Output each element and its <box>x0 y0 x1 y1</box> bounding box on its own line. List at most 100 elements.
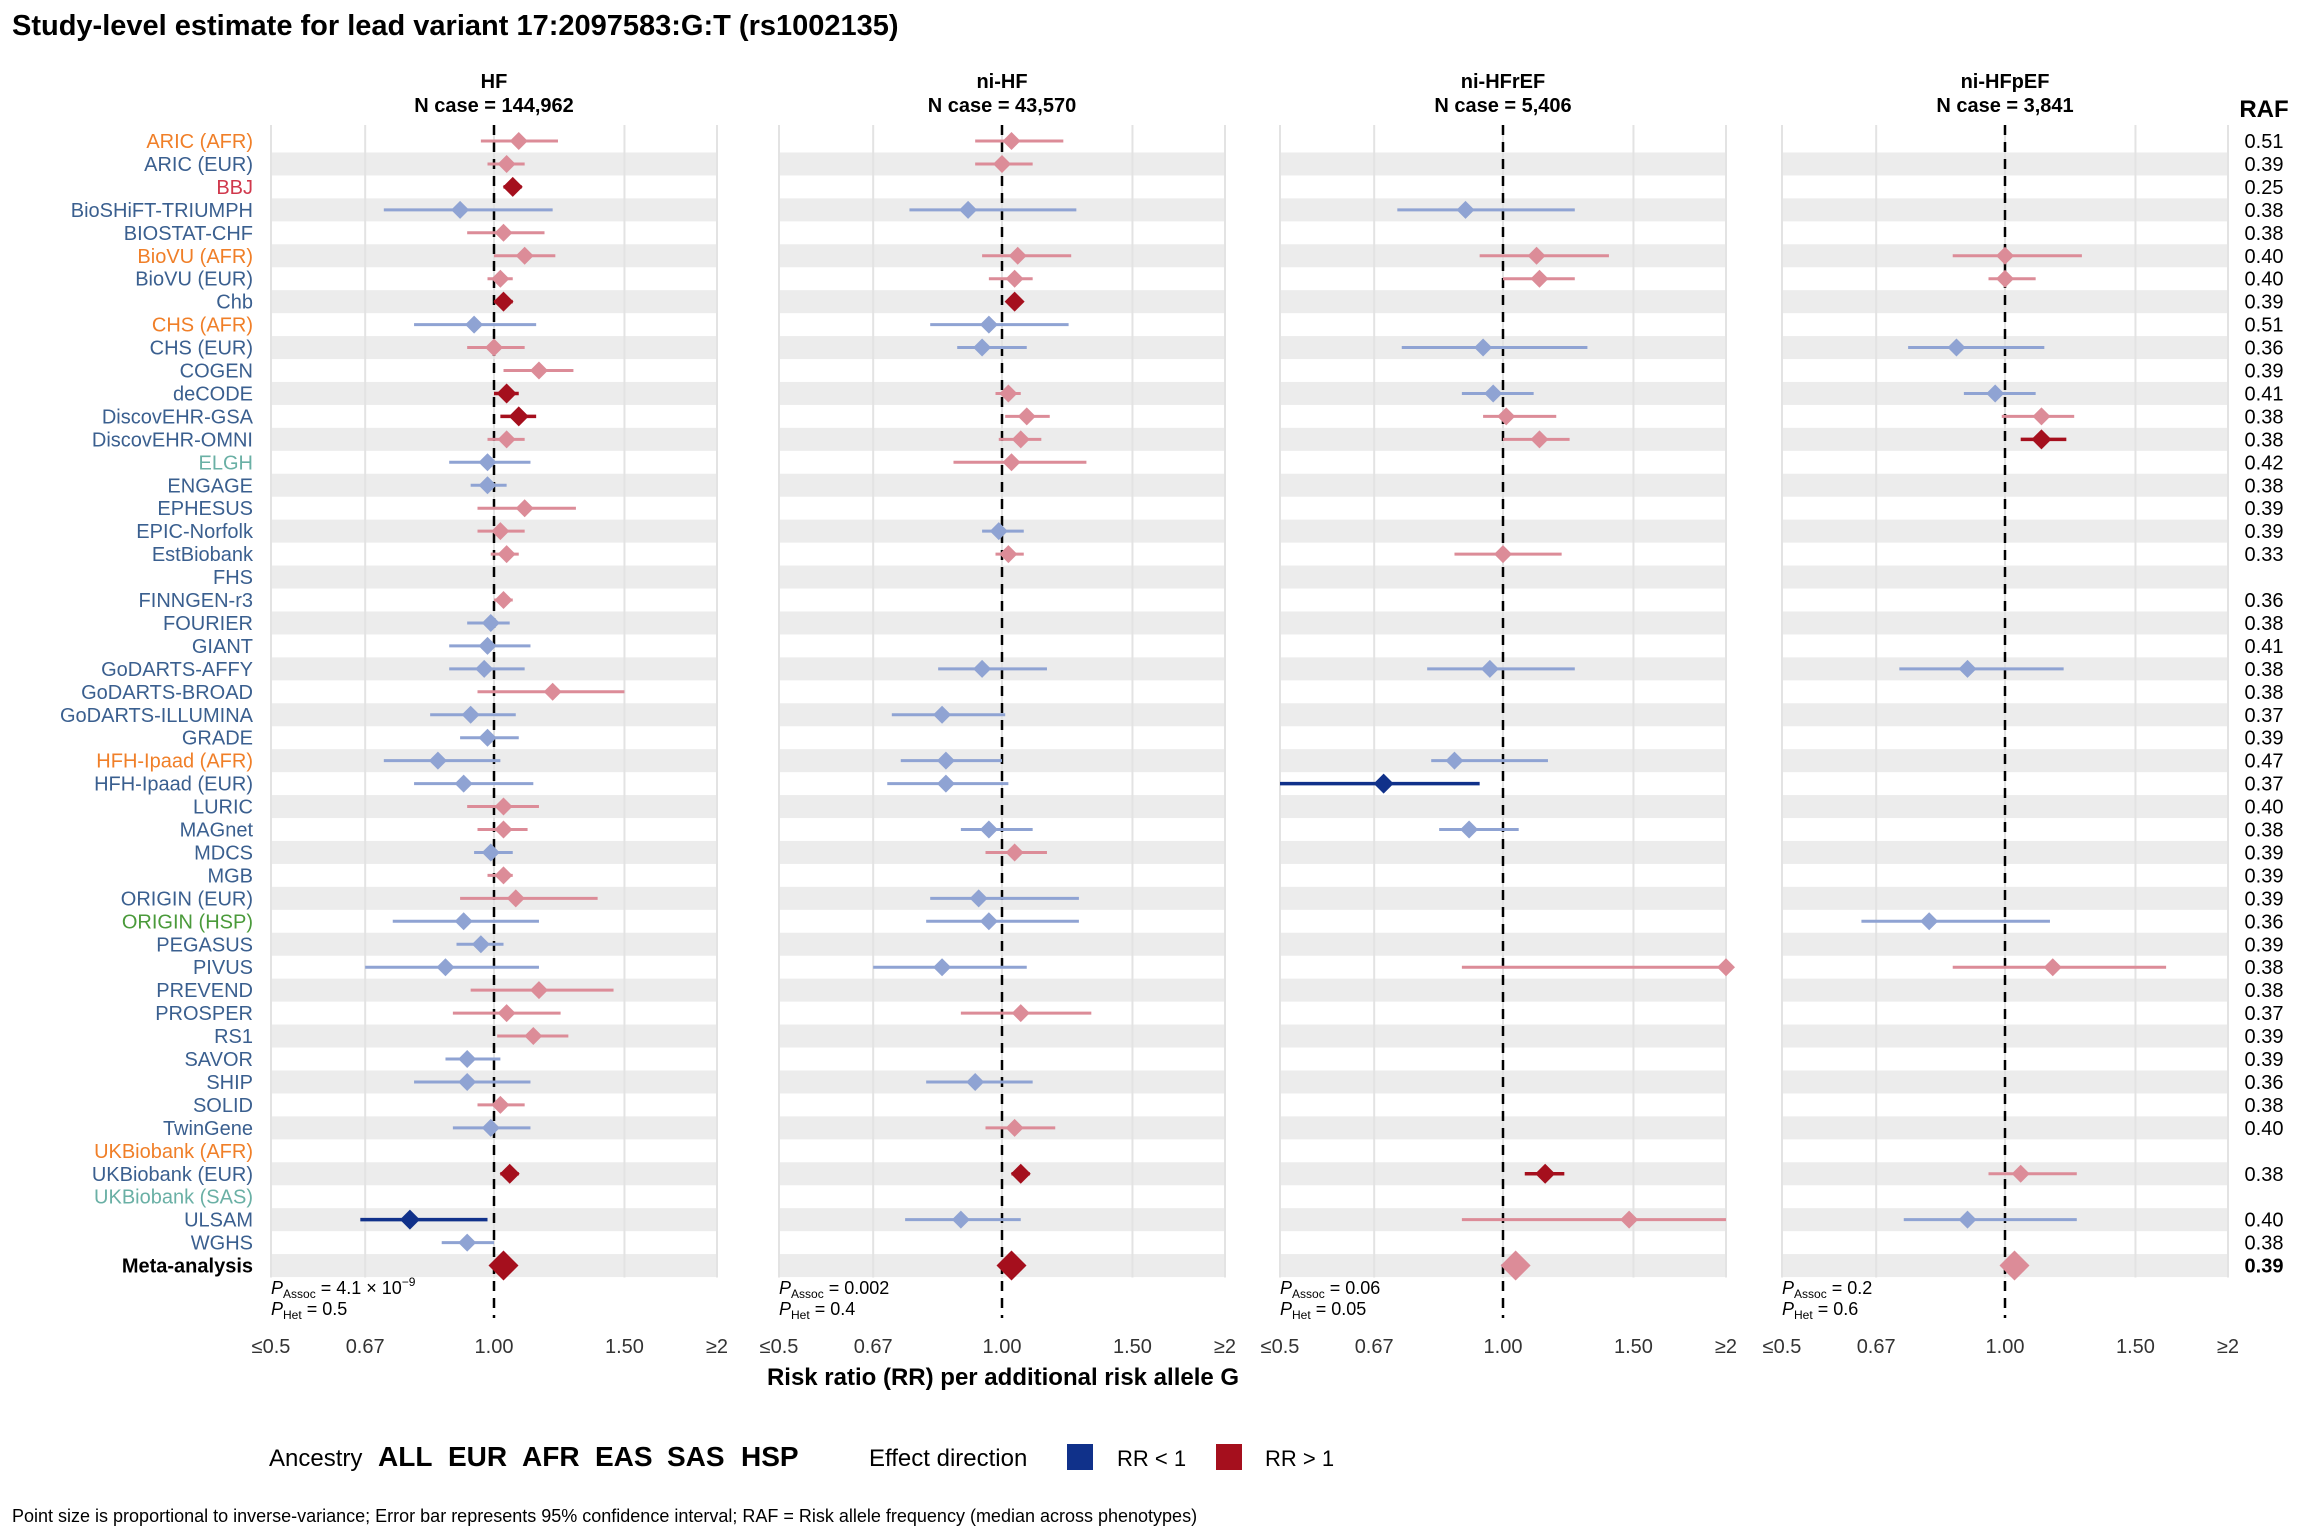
estimate-point <box>481 1118 500 1137</box>
legend-rr-gt: RR > 1 <box>1265 1446 1334 1471</box>
raf-value: 0.38 <box>2245 406 2284 428</box>
raf-value: 0.38 <box>2245 1233 2284 1255</box>
study-label: FHS <box>213 567 253 589</box>
meta-estimate-point <box>996 1250 1027 1281</box>
study-label: BioSHiFT-TRIUMPH <box>71 200 253 222</box>
estimate-point <box>508 406 529 427</box>
p-het: PHet = 0.5 <box>271 1299 347 1322</box>
raf-value: 0.39 <box>2245 498 2284 520</box>
x-tick-label: 1.00 <box>1484 1336 1523 1358</box>
study-label: GoDARTS-AFFY <box>101 659 253 681</box>
estimate-point <box>979 820 998 839</box>
raf-value: 0.41 <box>2245 383 2284 405</box>
study-label: EPHESUS <box>157 498 253 520</box>
estimate-point <box>999 384 1018 403</box>
legend-ancestry-item: EUR <box>448 1441 507 1472</box>
estimate-point <box>481 613 500 632</box>
x-tick-label: 0.67 <box>346 1336 385 1358</box>
chart-title: Study-level estimate for lead variant 17… <box>12 10 899 42</box>
x-tick-label: 1.00 <box>1986 1336 2025 1358</box>
raf-value: 0.47 <box>2245 751 2284 773</box>
study-label: MDCS <box>194 842 253 864</box>
study-label: LURIC <box>193 797 253 819</box>
estimate-point <box>497 1004 516 1023</box>
panel-title: ni-HFpEF <box>1961 71 2050 93</box>
estimate-point <box>491 1095 510 1114</box>
estimate-point <box>999 545 1018 564</box>
x-tick-label: ≥2 <box>706 1336 728 1358</box>
p-het: PHet = 0.4 <box>779 1299 855 1322</box>
raf-value: 0.40 <box>2245 269 2284 291</box>
estimate-point <box>993 154 1011 173</box>
study-label: GoDARTS-ILLUMINA <box>60 705 254 727</box>
estimate-point <box>1958 659 1977 678</box>
estimate-point <box>1484 384 1503 403</box>
raf-value: 0.39 <box>2245 1026 2284 1048</box>
estimate-point <box>491 522 510 541</box>
study-label: ELGH <box>199 452 253 474</box>
estimate-point <box>1527 246 1546 265</box>
estimate-point <box>1474 338 1493 357</box>
study-label: EPIC-Norfolk <box>136 521 254 543</box>
estimate-point <box>989 522 1008 541</box>
estimate-point <box>1005 843 1024 862</box>
estimate-point <box>1002 132 1021 150</box>
x-tick-label: ≥2 <box>1214 1336 1236 1358</box>
estimate-point <box>1480 659 1499 678</box>
x-tick-label: ≤0.5 <box>760 1336 799 1358</box>
study-label: GIANT <box>192 636 253 658</box>
study-label: ORIGIN (EUR) <box>121 888 253 910</box>
raf-value: 0.39 <box>2245 728 2284 750</box>
legend-ancestry-item: AFR <box>522 1441 580 1472</box>
study-label: RS1 <box>214 1026 253 1048</box>
legend-ancestry-label: Ancestry <box>269 1445 362 1472</box>
estimate-point <box>936 774 955 793</box>
estimate-point <box>969 889 988 908</box>
estimate-point <box>966 1072 985 1091</box>
estimate-point <box>951 1210 970 1229</box>
estimate-point <box>936 751 955 770</box>
estimate-point <box>493 291 514 312</box>
study-label: FINNGEN-r3 <box>139 590 253 612</box>
estimate-point <box>494 820 513 839</box>
estimate-point <box>933 958 952 977</box>
x-tick-label: 1.50 <box>1614 1336 1653 1358</box>
study-label: ULSAM <box>184 1210 253 1232</box>
study-label: HFH-Ipaad (AFR) <box>96 751 253 773</box>
estimate-point <box>509 132 528 150</box>
study-label: GoDARTS-BROAD <box>81 682 253 704</box>
estimate-point <box>1530 269 1549 288</box>
estimate-point <box>458 1050 477 1068</box>
legend-ancestry-item: EAS <box>595 1441 653 1472</box>
x-tick-label: 1.50 <box>605 1336 644 1358</box>
raf-value: 0.38 <box>2245 1164 2284 1186</box>
estimate-point <box>1494 545 1512 564</box>
raf-value: 0.39 <box>2245 361 2284 383</box>
study-label: BIOSTAT-CHF <box>124 223 253 245</box>
study-label: GRADE <box>182 728 253 750</box>
estimate-point <box>478 476 497 495</box>
estimate-point <box>1920 912 1939 931</box>
legend-ancestry-item: HSP <box>741 1441 799 1472</box>
estimate-point <box>454 774 473 793</box>
p-assoc: PAssoc = 0.002 <box>779 1278 889 1301</box>
estimate-point <box>1011 1004 1030 1023</box>
estimate-point <box>1958 1210 1977 1229</box>
raf-value: 0.38 <box>2245 659 2284 681</box>
estimate-point <box>1535 1163 1556 1184</box>
estimate-point <box>1010 1163 1031 1184</box>
estimate-point <box>543 682 562 701</box>
study-label: SOLID <box>193 1095 253 1117</box>
meta-estimate-point <box>1500 1250 1531 1281</box>
legend-ancestry-item: SAS <box>667 1441 725 1472</box>
study-label: PEGASUS <box>156 934 253 956</box>
raf-value: 0.39 <box>2245 888 2284 910</box>
raf-value: 0.39 <box>2245 1256 2284 1278</box>
raf-value: 0.39 <box>2245 934 2284 956</box>
raf-header: RAF <box>2239 96 2288 123</box>
estimate-point <box>2031 429 2052 450</box>
estimate-point <box>428 751 447 770</box>
raf-value: 0.36 <box>2245 590 2284 612</box>
study-label: MAGnet <box>180 820 254 842</box>
